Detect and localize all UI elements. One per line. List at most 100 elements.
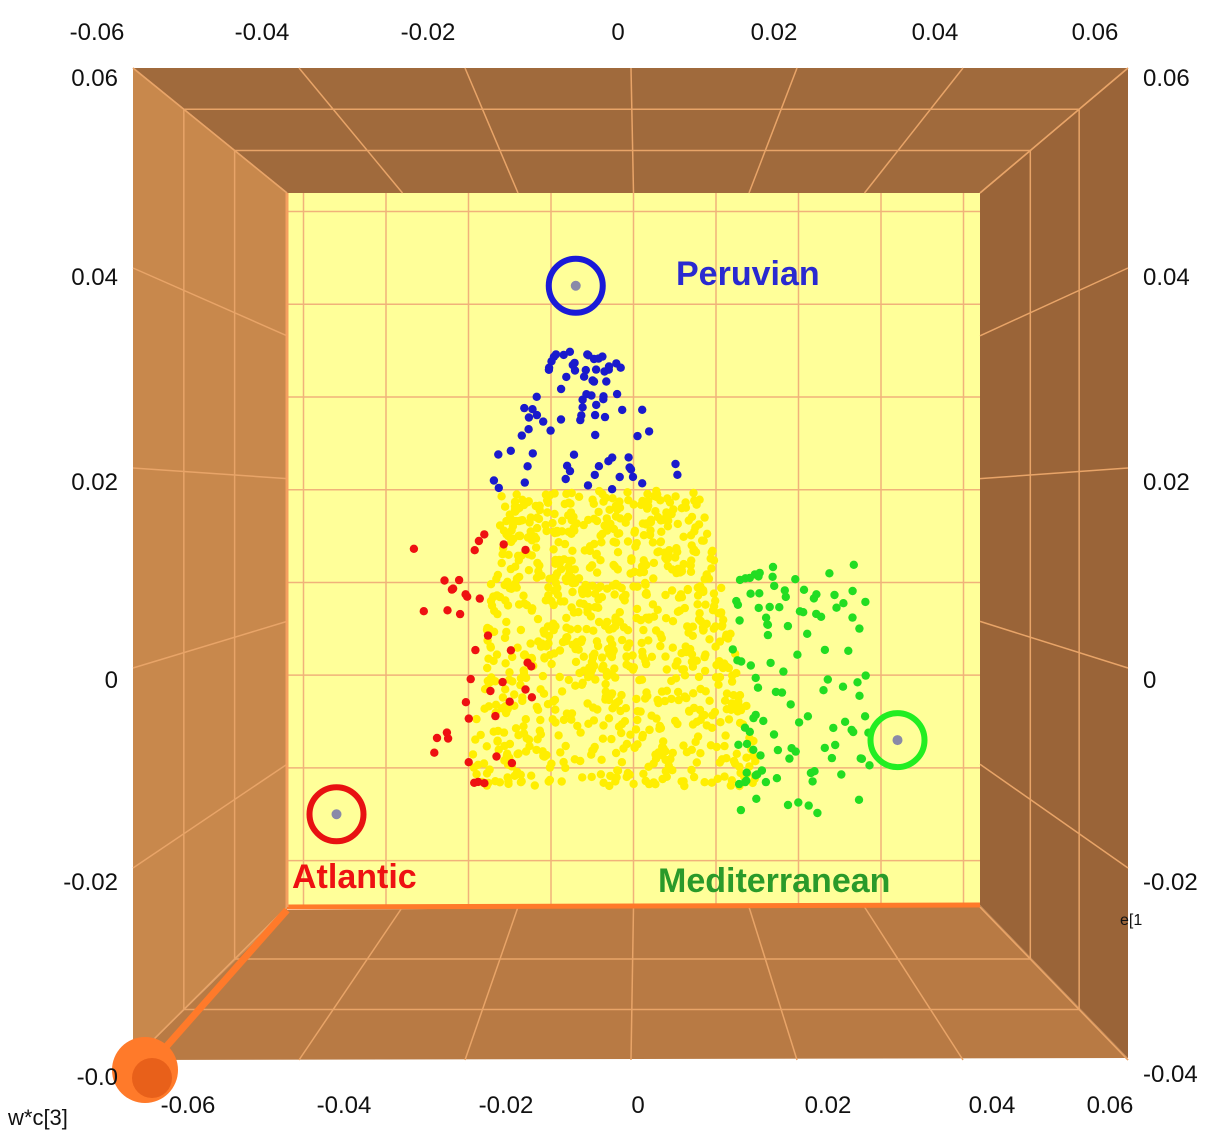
data-point [569, 608, 579, 617]
data-point [610, 664, 619, 673]
data-point [539, 626, 548, 635]
data-point [735, 575, 745, 585]
data-point [501, 596, 510, 605]
data-point [612, 698, 621, 708]
data-point [582, 390, 591, 399]
depth-axis-line [147, 907, 290, 1068]
data-point [576, 756, 585, 766]
data-point [468, 750, 478, 759]
data-point [520, 403, 529, 413]
data-point [831, 740, 840, 750]
data-point [705, 635, 714, 644]
data-point [683, 585, 692, 595]
data-point [856, 754, 865, 763]
data-point [549, 527, 558, 536]
data-point [728, 671, 737, 680]
data-point [533, 614, 543, 624]
frame-grid-line [863, 906, 964, 1061]
data-point [689, 772, 699, 782]
data-point [840, 717, 850, 726]
data-point [860, 712, 870, 721]
data-point [541, 520, 550, 530]
data-point [527, 771, 536, 780]
data-point [629, 663, 639, 672]
data-point [660, 696, 670, 706]
data-point [779, 667, 788, 676]
data-point [593, 641, 603, 651]
data-point [777, 688, 787, 697]
data-point [759, 716, 768, 726]
data-point [562, 489, 571, 499]
data-point [686, 561, 695, 570]
data-point [648, 538, 658, 547]
data-point [755, 568, 764, 578]
data-point [589, 377, 599, 386]
data-point [539, 417, 548, 426]
data-point [804, 801, 813, 810]
tick-labels: -0.06 -0.04 -0.02 0 0.02 0.04 0.06 -0.06 -0.04 -0… [63, 19, 1197, 1119]
data-point [505, 668, 514, 677]
data-point [761, 613, 771, 622]
data-point [734, 740, 743, 749]
data-point [638, 405, 647, 414]
data-point [717, 583, 726, 593]
data-point [661, 652, 670, 661]
data-point [712, 742, 721, 752]
data-point [803, 712, 813, 721]
data-point [692, 500, 701, 509]
data-point [702, 721, 711, 730]
data-point [611, 748, 621, 758]
data-point [564, 527, 573, 536]
data-point [489, 656, 498, 666]
data-point [528, 449, 537, 458]
data-point [727, 677, 737, 686]
data-point [602, 377, 611, 386]
data-point [674, 593, 684, 602]
data-point [679, 665, 689, 674]
frame-right-face [980, 68, 1128, 1058]
data-point [470, 778, 479, 787]
data-point [486, 686, 495, 696]
data-point [497, 558, 506, 568]
data-point [506, 564, 515, 574]
data-point [526, 639, 535, 648]
data-point [480, 704, 489, 713]
data-point [673, 719, 682, 729]
data-point [490, 606, 499, 616]
data-point [579, 666, 588, 675]
data-point [510, 771, 519, 780]
data-point [754, 603, 763, 613]
data-point [626, 730, 635, 739]
data-point [633, 582, 642, 591]
data-point [711, 622, 720, 631]
data-point [636, 707, 645, 716]
data-point [506, 646, 516, 655]
data-point [695, 609, 704, 618]
data-point [519, 591, 528, 600]
data-point [532, 523, 542, 533]
data-point [724, 715, 734, 724]
cluster-marker-ring [867, 710, 928, 771]
data-point [689, 488, 698, 498]
data-point [671, 674, 681, 683]
data-point [742, 739, 752, 749]
data-point [545, 775, 555, 785]
data-point [498, 693, 508, 702]
data-point [583, 350, 592, 359]
data-point [682, 748, 692, 757]
data-point [770, 581, 779, 591]
data-point [519, 668, 529, 678]
data-point [471, 645, 480, 655]
data-point [491, 711, 500, 721]
data-point [513, 643, 522, 652]
tick-label: 0.02 [1143, 469, 1190, 496]
data-point [571, 657, 581, 667]
data-point [761, 777, 771, 787]
data-point [653, 605, 662, 614]
data-point [691, 737, 700, 747]
data-point [686, 567, 696, 576]
data-point [454, 575, 464, 585]
data-point [839, 599, 848, 608]
data-point [631, 725, 641, 734]
data-point [482, 742, 491, 751]
